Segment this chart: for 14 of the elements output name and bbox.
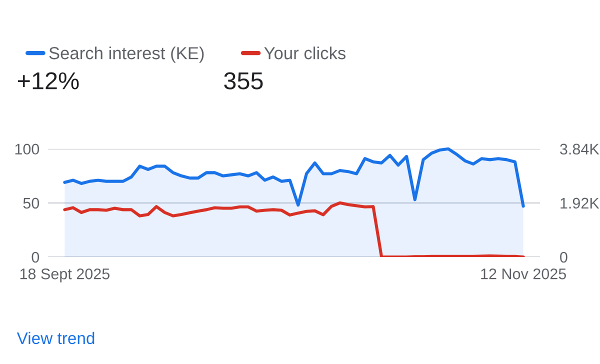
y2-tick-label: 1.92K	[560, 198, 600, 209]
y-tick-label: 100	[15, 144, 40, 155]
x-tick-label: 18 Sept 2025	[20, 268, 110, 282]
y-tick-label: 50	[23, 198, 40, 209]
y-tick-label: 0	[32, 252, 40, 263]
y2-tick-label: 3.84K	[560, 144, 600, 155]
legend-label: Your clicks	[264, 46, 346, 60]
text: View trend	[16, 332, 94, 344]
line-series	[63, 201, 525, 257]
text: 355	[224, 72, 263, 90]
y2-tick-label: 0	[560, 252, 568, 263]
x-tick-label: 12 Nov 2025	[481, 268, 566, 280]
text: +12%	[18, 72, 79, 90]
legend-label: Search interest (KE)	[49, 46, 204, 63]
